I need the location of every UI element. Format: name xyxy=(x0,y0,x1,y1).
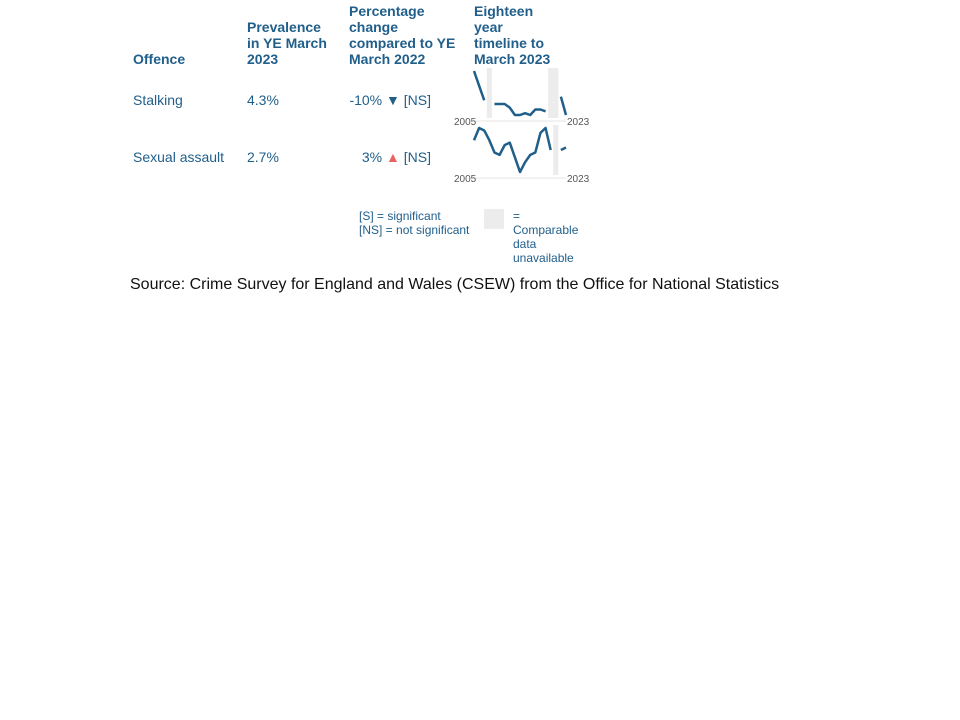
legend-unavailable-swatch xyxy=(484,209,504,229)
series-line xyxy=(494,102,546,117)
unavailable-band xyxy=(486,68,492,118)
x-start-label: 2005 xyxy=(454,117,477,128)
offence-name: Stalking xyxy=(133,92,183,108)
offence-column-header: Offence xyxy=(133,51,186,67)
significance-label: [NS] xyxy=(403,149,431,165)
unavailable-band xyxy=(553,125,559,175)
timeline-column-header: Eighteen year timeline to March 2023 xyxy=(474,3,551,67)
prevalence-value: 4.3% xyxy=(247,92,279,108)
x-end-label: 2023 xyxy=(567,174,590,185)
source-note: Source: Crime Survey for England and Wal… xyxy=(130,276,780,293)
x-start-label: 2005 xyxy=(454,174,477,185)
sexual-assault-sparkline: 2005 2023 xyxy=(454,125,590,185)
unavailable-band xyxy=(553,68,559,118)
prevalence-value: 2.7% xyxy=(247,149,279,165)
offence-name: Sexual assault xyxy=(133,149,225,165)
unavailable-band xyxy=(548,68,554,118)
significance-label: [NS] xyxy=(403,92,431,108)
percentage-change: 3% ▲ [NS] xyxy=(349,149,431,165)
percentage-change: -10% ▼ [NS] xyxy=(349,92,431,108)
legend-unavailable: = Comparable data unavailable xyxy=(513,209,579,265)
legend-not-significant: [NS] = not significant xyxy=(359,223,470,237)
series-line xyxy=(472,70,486,101)
change-value: -10% xyxy=(349,92,383,108)
up-arrow-icon: ▲ xyxy=(386,149,400,165)
prevalence-column-header: Prevalence in YE March 2023 xyxy=(247,19,327,67)
series-line xyxy=(472,126,552,174)
change-column-header: Percentage change compared to YE March 2… xyxy=(349,3,456,67)
stalking-sparkline: 2005 2023 xyxy=(454,68,590,128)
x-end-label: 2023 xyxy=(567,117,590,128)
change-value: 3% xyxy=(361,149,383,165)
legend-significant: [S] = significant xyxy=(359,209,441,223)
series-line xyxy=(559,96,568,116)
down-arrow-icon: ▼ xyxy=(386,92,400,108)
series-line xyxy=(560,146,567,152)
